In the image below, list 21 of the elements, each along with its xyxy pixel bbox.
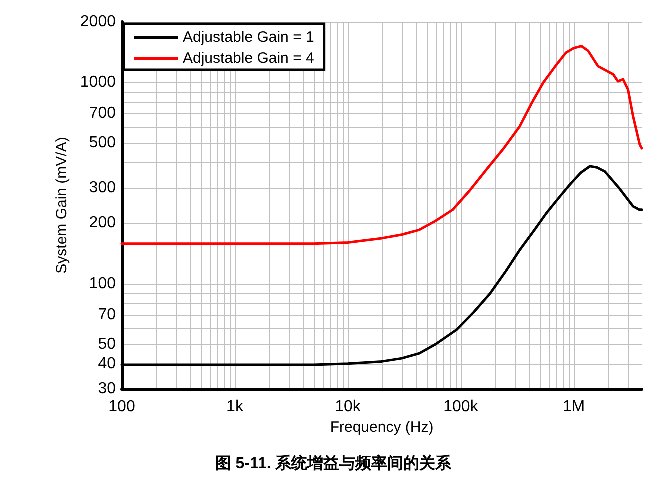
y-tick-label: 70	[98, 306, 116, 324]
x-axis-title: Frequency (Hz)	[330, 418, 434, 436]
y-tick-label: 100	[89, 275, 116, 292]
y-axis-title: System Gain (mV/A)	[54, 137, 71, 274]
y-tick-label: 700	[89, 105, 116, 122]
x-tick-label: 1k	[226, 398, 244, 416]
x-tick-label: 1M	[562, 398, 586, 416]
y-tick-label: 50	[98, 336, 116, 353]
legend-label: Adjustable Gain = 1	[183, 29, 314, 46]
y-tick-label: 200	[89, 214, 116, 232]
y-tick-label: 300	[89, 179, 116, 196]
y-tick-label: 40	[98, 355, 116, 372]
y-tick-label: 500	[89, 134, 116, 152]
text: 图 5-11. 系统增益与频率间的关系	[215, 454, 453, 472]
x-tick-label: 10k	[335, 398, 362, 416]
y-tick-label: 1000	[80, 74, 116, 92]
y-tick-label: 2000	[80, 14, 116, 30]
legend-label: Adjustable Gain = 4	[183, 50, 314, 67]
y-tick-label: 30	[98, 380, 116, 398]
x-tick-label: 100k	[444, 398, 480, 416]
x-tick-label: 100	[108, 398, 136, 416]
